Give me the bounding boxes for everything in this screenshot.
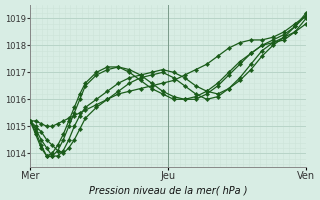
- X-axis label: Pression niveau de la mer( hPa ): Pression niveau de la mer( hPa ): [89, 185, 247, 195]
